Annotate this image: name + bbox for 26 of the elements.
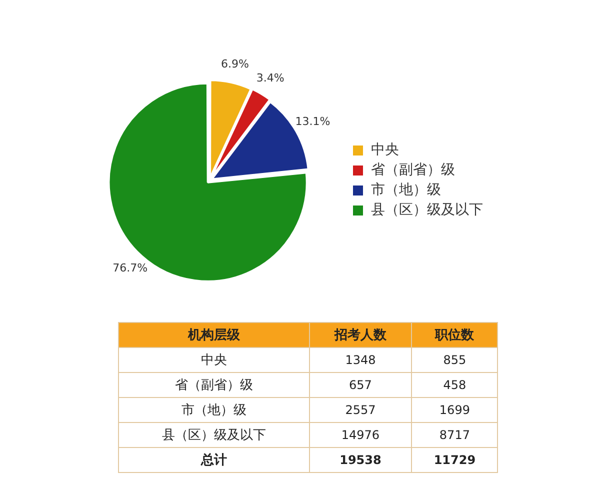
category-label: 省（副省）级	[118, 372, 310, 398]
data-label: 3.4%	[256, 72, 284, 85]
data-label: 76.7%	[112, 261, 148, 274]
text: 职位数	[412, 322, 498, 348]
legend-label: 市（地）级	[371, 182, 441, 198]
data-label: 1699	[412, 398, 498, 422]
data-label: 458	[412, 372, 498, 398]
legend-label: 省（副省）级	[371, 162, 455, 178]
legend-label: 中央	[371, 142, 399, 158]
data-label: 14976	[309, 422, 412, 448]
text: 19538	[340, 453, 382, 467]
category-label: 市（地）级	[118, 398, 310, 422]
text: 机构层级	[118, 322, 310, 348]
data-label: 657	[309, 372, 412, 398]
data-label: 2557	[309, 398, 412, 422]
legend-label: 县（区）级及以下	[371, 202, 483, 218]
data-label: 8717	[412, 422, 498, 448]
data-label: 1348	[309, 348, 412, 372]
data-label: 6.9%	[220, 58, 249, 71]
text: 11729	[434, 453, 476, 467]
category-label: 县（区）级及以下	[118, 422, 310, 448]
data-label: 855	[412, 348, 498, 372]
data-label: 13.1%	[295, 115, 330, 128]
text: 招考人数	[309, 322, 412, 348]
category-label: 中央	[118, 348, 310, 372]
text: 总计	[118, 448, 310, 472]
